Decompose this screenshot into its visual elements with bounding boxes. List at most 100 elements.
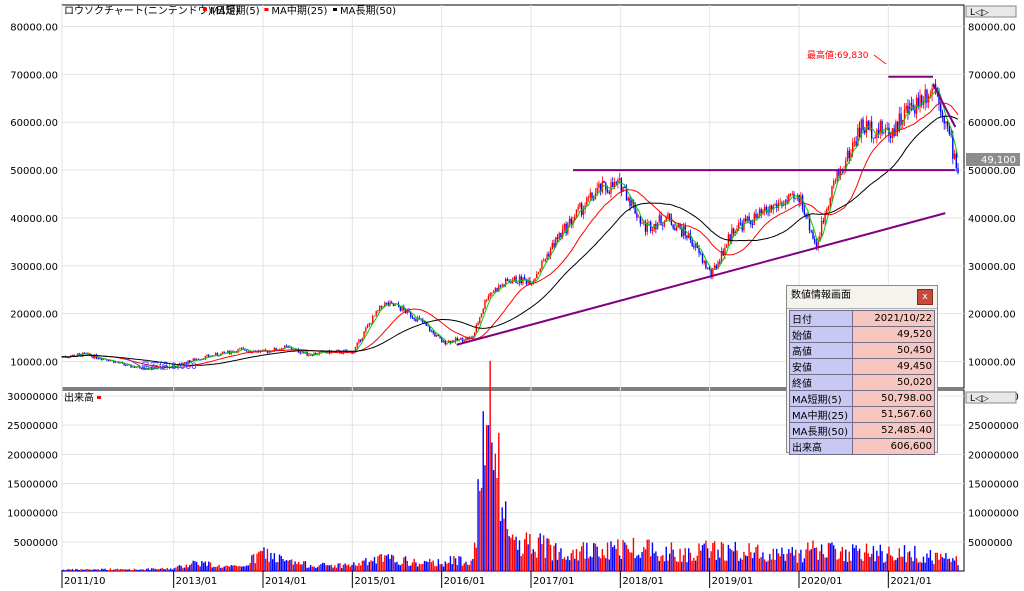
price-scroll-buttons[interactable]: L◁▷ bbox=[965, 5, 1017, 18]
volume-bar bbox=[313, 566, 315, 571]
candle-body bbox=[309, 354, 312, 356]
volume-bar bbox=[275, 562, 277, 571]
volume-bar bbox=[114, 569, 117, 571]
candle-body bbox=[237, 349, 239, 353]
volume-bar bbox=[827, 542, 830, 571]
volume-bar bbox=[779, 556, 781, 571]
volume-bar bbox=[113, 569, 115, 571]
candle-body bbox=[101, 358, 103, 360]
volume-bar bbox=[517, 549, 519, 571]
candle-body bbox=[739, 222, 742, 224]
volume-bar bbox=[437, 559, 440, 571]
candle-body bbox=[784, 200, 787, 206]
volume-bar bbox=[378, 554, 381, 571]
candle-body bbox=[675, 227, 678, 231]
volume-bar bbox=[798, 553, 800, 571]
volume-bar bbox=[805, 549, 807, 571]
volume-bar bbox=[750, 552, 752, 571]
volume-bar bbox=[339, 562, 341, 571]
volume-bar bbox=[715, 559, 718, 571]
volume-bar bbox=[268, 561, 270, 571]
volume-bar bbox=[864, 552, 866, 571]
candle-body bbox=[586, 197, 588, 206]
candle-body bbox=[774, 204, 776, 206]
volume-bar bbox=[888, 546, 890, 571]
candle-body bbox=[570, 218, 572, 225]
candle-body bbox=[658, 215, 661, 223]
volume-bar bbox=[411, 562, 414, 571]
volume-bar bbox=[527, 544, 529, 571]
volume-bar bbox=[448, 562, 450, 571]
candle-body bbox=[872, 137, 875, 139]
candle-body bbox=[185, 362, 188, 364]
candle-body bbox=[489, 293, 491, 297]
candle-body bbox=[831, 186, 833, 199]
volume-bar bbox=[154, 568, 156, 571]
volume-bar bbox=[202, 562, 205, 571]
candle-body bbox=[387, 302, 389, 306]
x-tick-label: 2016/01 bbox=[444, 576, 486, 587]
candle-body bbox=[301, 352, 303, 354]
volume-bar bbox=[406, 560, 408, 571]
volume-bar bbox=[812, 540, 814, 571]
candle-body bbox=[634, 203, 636, 214]
candle-body bbox=[587, 197, 590, 199]
volume-bar bbox=[594, 543, 597, 571]
candle-body bbox=[358, 339, 360, 344]
volume-bar bbox=[265, 558, 267, 571]
candle-body bbox=[725, 245, 728, 248]
legend-label: MA短期(5) bbox=[210, 4, 260, 17]
volume-bar bbox=[667, 560, 669, 571]
volume-bar bbox=[902, 556, 904, 571]
candle-body bbox=[380, 305, 383, 307]
candle-body bbox=[477, 323, 479, 325]
volume-bar bbox=[125, 569, 127, 571]
volume-scroll-buttons[interactable]: L◁▷ bbox=[965, 391, 1017, 404]
volume-bar bbox=[579, 551, 581, 571]
price-y-axis: 10000.00 10000.00 20000.00 20000.00 30000.00… bbox=[10, 23, 1015, 369]
candle-body bbox=[846, 150, 849, 161]
candle-body bbox=[674, 228, 676, 231]
candle-body bbox=[753, 213, 755, 225]
candle-body bbox=[862, 119, 864, 130]
volume-bar bbox=[309, 565, 312, 571]
volume-bar bbox=[296, 563, 298, 571]
close-icon[interactable]: x bbox=[917, 289, 933, 305]
volume-bar bbox=[710, 551, 712, 571]
candle-body bbox=[593, 198, 595, 200]
price-tick-label-left: 40000.00 bbox=[10, 214, 58, 225]
candle-body bbox=[596, 187, 598, 194]
volume-bar bbox=[173, 568, 175, 571]
candle-body bbox=[836, 170, 838, 181]
volume-bar bbox=[204, 561, 206, 571]
candle-body bbox=[788, 194, 790, 202]
candle-body bbox=[517, 282, 519, 284]
current-price-label: 49,100 bbox=[981, 155, 1016, 166]
volume-bar bbox=[182, 567, 184, 571]
candle-body bbox=[551, 243, 553, 249]
candle-body bbox=[183, 362, 186, 365]
volume-bar bbox=[760, 556, 762, 571]
volume-bar bbox=[408, 565, 410, 571]
candle-body bbox=[812, 231, 814, 239]
volume-bar bbox=[190, 563, 193, 571]
price-grid bbox=[62, 26, 964, 362]
candle-body bbox=[560, 233, 562, 238]
volume-bar bbox=[240, 566, 243, 571]
volume-bar bbox=[479, 490, 481, 571]
volume-bar bbox=[907, 552, 909, 571]
info-panel[interactable]: 数値情報画面 x 日付 2021/10/22 始値 49,520 高値 50,450 安値 4… bbox=[786, 285, 938, 455]
candle-body bbox=[242, 348, 244, 349]
candle-body bbox=[496, 288, 498, 292]
info-panel-header[interactable]: 数値情報画面 x bbox=[787, 286, 937, 309]
volume-bar bbox=[824, 557, 826, 571]
candle-body bbox=[451, 340, 453, 344]
volume-bar bbox=[839, 551, 842, 571]
volume-bar bbox=[446, 563, 448, 571]
volume-bar bbox=[256, 553, 258, 571]
candle-body bbox=[92, 356, 94, 359]
info-label: 出来高 bbox=[789, 438, 853, 455]
candle-body bbox=[536, 274, 538, 279]
candle-body bbox=[315, 353, 317, 355]
volume-bar bbox=[133, 568, 136, 571]
